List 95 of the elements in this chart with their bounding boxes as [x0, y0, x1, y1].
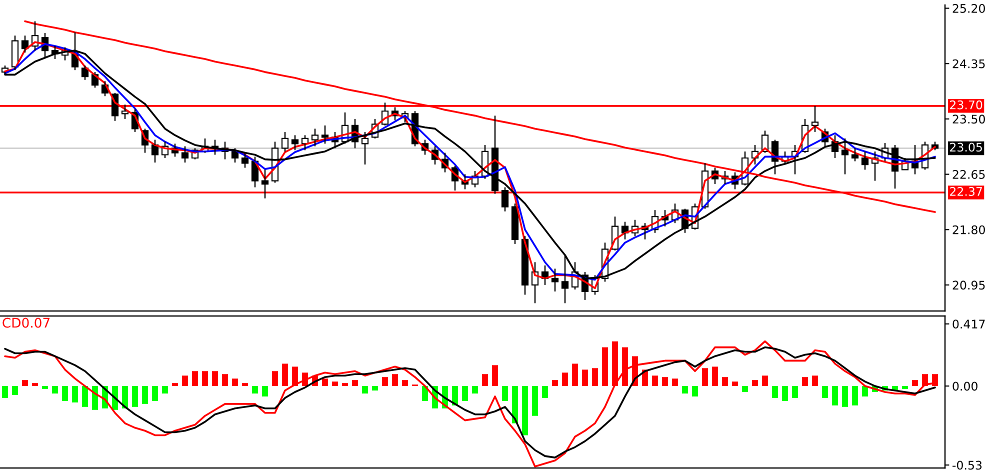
- bar: [152, 386, 158, 401]
- bar: [252, 386, 258, 394]
- annotation: CD0.07: [2, 318, 50, 328]
- bar: [92, 386, 98, 410]
- bar: [792, 386, 798, 398]
- y-tick-label: 0.417: [952, 320, 985, 329]
- bar: [352, 380, 358, 386]
- bar: [232, 378, 238, 386]
- bar: [182, 376, 188, 386]
- bar: [562, 372, 568, 386]
- bar: [192, 371, 198, 386]
- candlestick: [261, 169, 269, 199]
- bar: [682, 386, 688, 394]
- bar: [342, 383, 348, 386]
- bar: [762, 376, 768, 386]
- ref-line-label: 23.70: [950, 100, 982, 110]
- bar: [322, 378, 328, 386]
- bar: [582, 370, 588, 386]
- bar: [692, 386, 698, 396]
- bar: [472, 386, 478, 394]
- bar: [772, 386, 778, 398]
- bar: [602, 347, 608, 386]
- bar: [12, 386, 18, 395]
- bar: [722, 377, 728, 386]
- bar: [42, 386, 48, 390]
- bar: [392, 374, 398, 386]
- bar: [822, 386, 828, 398]
- bar: [852, 386, 858, 406]
- bar: [282, 364, 288, 386]
- y-tick-label: 21.80: [952, 225, 985, 234]
- bar: [652, 376, 658, 386]
- bar: [912, 380, 918, 386]
- bar: [532, 386, 538, 416]
- bar: [422, 386, 428, 401]
- candlestick: [841, 138, 849, 175]
- bar: [502, 386, 508, 401]
- bar: [382, 377, 388, 386]
- bar: [622, 347, 628, 386]
- bar: [802, 377, 808, 386]
- bar: [542, 386, 548, 398]
- bar: [272, 371, 278, 386]
- ref-line-label: 22.37: [950, 187, 982, 196]
- ref-line-label: 23.05: [950, 142, 982, 152]
- bar: [732, 382, 738, 386]
- candlestick: [551, 268, 559, 292]
- bar: [172, 383, 178, 386]
- bar: [812, 376, 818, 386]
- bar: [2, 386, 8, 398]
- bar: [222, 374, 228, 386]
- y-tick-label: 25.20: [952, 4, 985, 13]
- bar: [462, 386, 468, 401]
- y-tick-label: 23.50: [952, 114, 985, 124]
- bar: [132, 386, 138, 407]
- bar: [572, 364, 578, 386]
- bar: [832, 386, 838, 406]
- bar: [712, 366, 718, 386]
- bar: [242, 383, 248, 386]
- bar: [372, 386, 378, 391]
- bar: [402, 380, 408, 386]
- bar: [332, 382, 338, 386]
- bar: [62, 386, 68, 401]
- bar: [292, 366, 298, 386]
- bar: [52, 386, 58, 394]
- bar: [522, 386, 528, 436]
- bar: [162, 386, 168, 394]
- bar: [752, 380, 758, 386]
- bar: [902, 386, 908, 390]
- bar: [672, 378, 678, 386]
- y-tick-label: 0.00: [952, 382, 978, 391]
- bar: [452, 386, 458, 406]
- bar: [82, 386, 88, 407]
- bar: [662, 377, 668, 386]
- bar: [592, 368, 598, 386]
- y-tick-label: 22.65: [952, 170, 985, 179]
- bar: [492, 365, 498, 386]
- bar: [202, 371, 208, 386]
- bar: [362, 386, 368, 394]
- bar: [552, 380, 558, 386]
- bar: [122, 386, 128, 408]
- bar: [72, 386, 78, 402]
- bar: [22, 380, 28, 386]
- bar: [262, 386, 268, 396]
- bar: [32, 383, 38, 386]
- bar: [512, 386, 518, 424]
- y-tick-label: 24.35: [952, 59, 985, 68]
- bar: [742, 386, 748, 392]
- bar: [702, 368, 708, 386]
- y-tick-label: 20.95: [952, 280, 985, 290]
- bar: [142, 386, 148, 404]
- bar: [862, 386, 868, 396]
- bar: [482, 374, 488, 386]
- bar: [842, 386, 848, 407]
- y-tick-label: -0.53: [952, 460, 982, 470]
- bar: [782, 386, 788, 401]
- bar: [212, 371, 218, 386]
